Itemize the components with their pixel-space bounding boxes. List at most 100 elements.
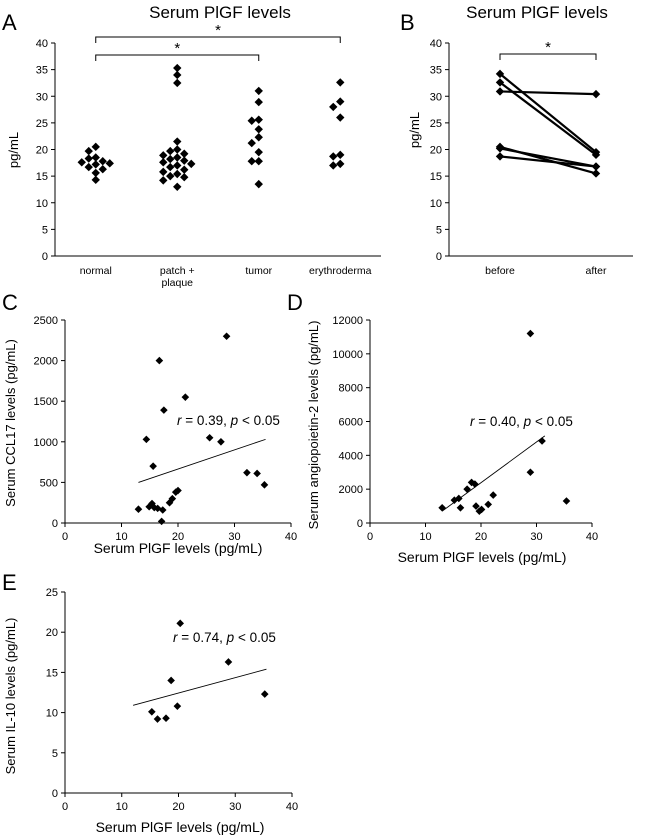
panel-e-point xyxy=(173,702,182,710)
panel-a-point xyxy=(159,158,168,167)
panel-e-anno-p: p xyxy=(226,630,235,645)
panel-d-point xyxy=(472,502,480,510)
panel-a-point xyxy=(254,133,263,142)
panel-d-point xyxy=(526,468,535,477)
panel-e-y-tick-label: 0 xyxy=(52,788,58,800)
panel-a-y-tick-label: 25 xyxy=(36,118,48,130)
panel-e-anno-eq: = 0.74, xyxy=(178,630,227,645)
panel-a-point xyxy=(173,182,182,191)
panel-a-category-line: patch + xyxy=(160,265,195,277)
panel-b-point-before xyxy=(495,152,505,161)
panel-b-marks xyxy=(495,69,601,178)
panel-a-category-line: plaque xyxy=(161,277,193,289)
panel-c-point xyxy=(253,469,261,478)
panel-c-xlabel: Serum PlGF levels (pg/mL) xyxy=(94,540,263,556)
panel-b-y-tick-label: 10 xyxy=(430,198,442,210)
panel-a-point xyxy=(329,102,338,112)
panel-e-point xyxy=(162,714,170,723)
panel-c-y-tick-label: 1000 xyxy=(34,437,58,449)
panel-a-sig-star: * xyxy=(174,40,180,57)
panel-b-pair-line xyxy=(499,73,597,154)
panel-a-point xyxy=(98,165,107,174)
panel-b-category-label: after xyxy=(585,265,607,277)
panel-a-point xyxy=(159,176,168,185)
panel-d-point xyxy=(526,329,535,338)
panel-c-ylabel: Serum CCL17 levels (pg/mL) xyxy=(3,339,18,507)
panel-a-y-tick-label: 35 xyxy=(36,65,48,77)
panel-a-point xyxy=(91,175,100,185)
panel-e: E Serum IL-10 levels (pg/mL) Serum PlGF … xyxy=(2,570,298,835)
panel-e-y-tick-label: 20 xyxy=(46,627,58,639)
panel-b-pair-line xyxy=(499,81,597,156)
panel-d-anno-rest: < 0.05 xyxy=(531,414,573,429)
panel-d-point xyxy=(450,496,459,504)
panel-c-point xyxy=(157,517,166,526)
panel-b-letter: B xyxy=(400,10,415,35)
panel-b-y-tick-label: 15 xyxy=(430,171,442,183)
panel-a-point xyxy=(336,113,345,122)
panel-a-sig-star: * xyxy=(215,22,221,39)
panel-c-anno-eq: = 0.39, xyxy=(182,413,231,428)
panel-b-pair-line xyxy=(499,147,597,168)
panel-b-y-tick-label: 5 xyxy=(436,224,442,236)
panel-a-point xyxy=(336,78,345,87)
panel-a-point xyxy=(91,168,100,178)
panel-a-point xyxy=(254,125,263,134)
panel-b-y-tick-label: 20 xyxy=(430,145,442,157)
panel-d-x-tick-label: 20 xyxy=(475,531,487,543)
panel-a-letter: A xyxy=(2,10,17,35)
panel-e-y-tick-label: 5 xyxy=(52,748,58,760)
panel-b-axes: 0 5 10 15 20 25 30 35 40 before after xyxy=(430,38,633,277)
panel-d-ylabel: Serum angiopoietin-2 levels (pg/mL) xyxy=(306,321,321,530)
panel-b-significance: * xyxy=(499,39,597,60)
panel-a-ylabel: pg/mL xyxy=(6,132,21,168)
panel-e-anno-r: r xyxy=(173,630,178,645)
panel-a-category-line: tumor xyxy=(245,265,272,277)
panel-c-y-tick-label: 2500 xyxy=(34,315,58,327)
panel-d: D Serum angiopoietin-2 levels (pg/mL) Se… xyxy=(287,290,598,565)
panel-d-xlabel: Serum PlGF levels (pg/mL) xyxy=(398,549,567,565)
panel-d-anno-eq: = 0.40, xyxy=(475,414,524,429)
panel-c-point xyxy=(171,488,180,496)
panel-d-letter: D xyxy=(287,290,303,315)
panel-a-point xyxy=(187,159,196,169)
panel-a-point xyxy=(180,149,189,158)
panel-b-category-label: before xyxy=(485,265,515,277)
panel-c-annotation: r = 0.39, p < 0.05 xyxy=(177,413,280,428)
panel-a-point xyxy=(180,156,189,165)
panel-e-y-tick-label: 25 xyxy=(46,587,58,599)
panel-b-ylabel: pg/mL xyxy=(407,112,422,148)
panel-b-point-after xyxy=(591,169,601,178)
panel-d-y-tick-label: 2000 xyxy=(339,484,363,496)
panel-e-point xyxy=(153,715,162,723)
panel-a-category-label: erythroderma xyxy=(309,265,372,277)
panel-a-point xyxy=(84,162,93,172)
panel-a-point xyxy=(166,171,175,181)
panel-a-axes: 0 5 10 15 20 25 30 35 40 normal patch + plaque tumor… xyxy=(36,38,381,289)
panel-c-point xyxy=(153,504,162,513)
panel-e-point xyxy=(260,690,269,698)
panel-c-point xyxy=(158,506,167,514)
panel-e-letter: E xyxy=(2,570,17,595)
panel-e-x-tick-label: 0 xyxy=(62,801,68,813)
panel-d-point xyxy=(471,480,479,488)
panel-c-x-tick-label: 10 xyxy=(115,531,127,543)
panel-a-point xyxy=(336,150,345,160)
panel-a-point xyxy=(159,167,168,177)
panel-a-point xyxy=(173,70,182,80)
panel-a-point xyxy=(166,162,175,172)
panel-e-ylabel: Serum IL-10 levels (pg/mL) xyxy=(3,618,18,775)
panel-a-category-label: patch + plaque xyxy=(160,265,195,289)
panel-b-y-tick-label: 40 xyxy=(430,38,442,50)
panel-b-point-after xyxy=(591,162,601,171)
panel-a-y-tick-label: 15 xyxy=(36,171,48,183)
panel-b-point-before xyxy=(495,69,505,79)
panel-c-anno-p: p xyxy=(230,413,239,428)
panel-c-y-tick-label: 500 xyxy=(40,477,58,489)
panel-a-point xyxy=(254,157,263,166)
panel-b-point-after xyxy=(591,89,601,99)
panel-d-y-tick-label: 8000 xyxy=(339,383,363,395)
panel-d-y-tick-label: 10000 xyxy=(332,349,363,361)
panel-a-point xyxy=(247,116,256,125)
panel-d-point xyxy=(562,497,571,505)
